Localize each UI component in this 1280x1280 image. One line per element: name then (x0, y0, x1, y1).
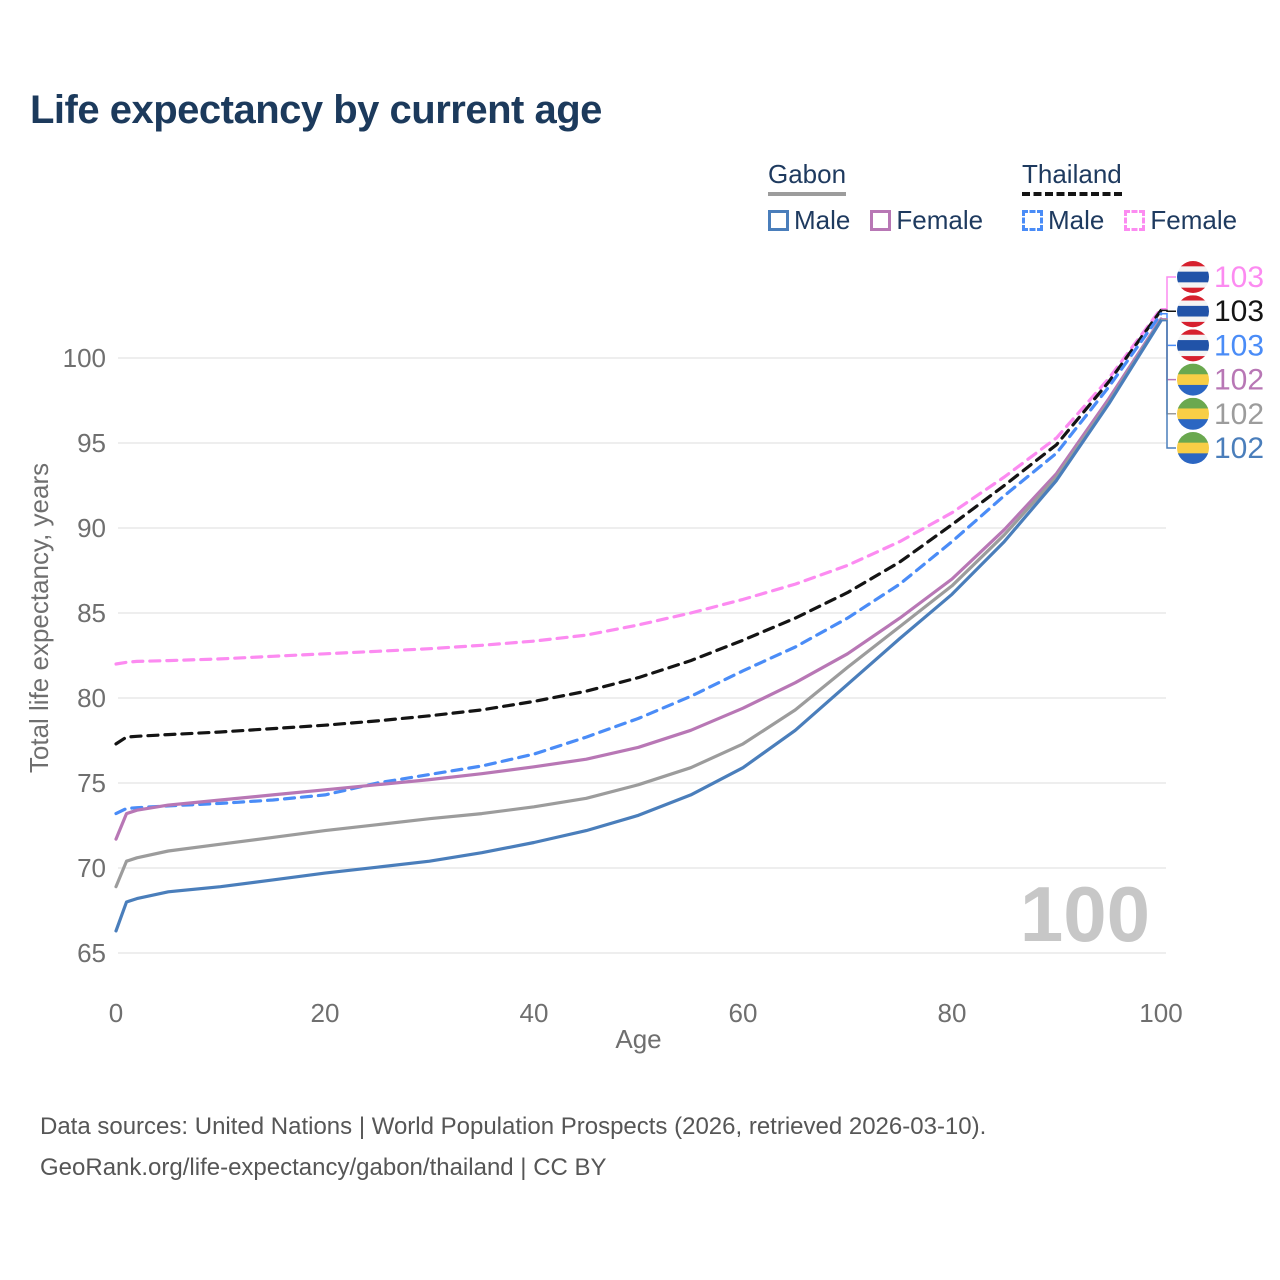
legend-label-thailand-female: Female (1150, 204, 1238, 235)
axis-title-y: Total life expectancy, years (24, 463, 54, 773)
page-title: Life expectancy by current age (30, 88, 602, 132)
legend-country-thailand: Thailand (1022, 160, 1122, 196)
y-tick-label-75: 75 (77, 768, 106, 798)
x-tick-label-0: 0 (109, 998, 123, 1028)
y-tick-label-80: 80 (77, 683, 106, 713)
flag-icon-thailand (1177, 329, 1209, 362)
y-tick-label-65: 65 (77, 938, 106, 968)
leader-line-gabon-female (1161, 318, 1176, 381)
leader-line-gabon (1161, 319, 1176, 415)
series-line-thailand-male (114, 312, 1163, 816)
footer-link: GeoRank.org/life-expectancy/gabon/thaila… (40, 1154, 607, 1181)
y-tick-label-85: 85 (77, 598, 106, 628)
series-line-thailand-female (114, 307, 1163, 666)
flag-icon-gabon (1177, 432, 1209, 464)
end-value-label-thailand-male: 103 (1214, 329, 1264, 362)
end-value-label-gabon: 102 (1214, 398, 1264, 431)
flag-icon-thailand (1177, 261, 1209, 293)
legend-item-thailand-female[interactable]: Female (1124, 205, 1237, 236)
flag-icon-gabon (1177, 363, 1209, 396)
x-tick-label-60: 60 (729, 998, 758, 1028)
series-line-gabon-female (114, 317, 1163, 841)
leader-line-thailand-female (1161, 276, 1176, 310)
chart-footer: Data sources: United Nations | World Pop… (40, 1106, 986, 1188)
legend-group-gabon: Gabon Male Female (768, 160, 983, 236)
legend-country-gabon: Gabon (768, 160, 847, 196)
legend-label-gabon-male: Male (794, 204, 851, 235)
x-tick-label-20: 20 (311, 998, 340, 1028)
legend-item-thailand-male[interactable]: Male (1022, 205, 1104, 236)
chart-legend: Gabon Male Female Thailand Male (0, 160, 1280, 240)
end-value-label-gabon-female: 102 (1214, 364, 1264, 397)
series-line-thailand (114, 308, 1163, 746)
legend-swatch-gabon-female (870, 209, 892, 231)
leader-line-thailand (1161, 309, 1176, 312)
axis-title-x: Age (615, 1024, 661, 1054)
series-line-gabon (114, 318, 1163, 889)
legend-item-gabon-female[interactable]: Female (870, 205, 983, 236)
legend-swatch-thailand-male (1022, 209, 1043, 231)
legend-swatch-thailand-female (1124, 209, 1146, 231)
legend-group-thailand: Thailand Male Female (1022, 160, 1237, 236)
legend-swatch-gabon-male (768, 209, 789, 231)
footer-sources: Data sources: United Nations | World Pop… (40, 1113, 987, 1140)
y-tick-label-100: 100 (63, 343, 106, 373)
x-tick-label-40: 40 (520, 998, 549, 1028)
legend-item-gabon-male[interactable]: Male (768, 205, 850, 236)
end-value-label-thailand-female: 103 (1214, 261, 1264, 294)
y-tick-label-90: 90 (77, 513, 106, 543)
legend-label-gabon-female: Female (896, 204, 984, 235)
legend-label-thailand-male: Male (1048, 204, 1105, 235)
flag-icon-gabon (1177, 397, 1209, 430)
end-value-label-thailand: 103 (1214, 295, 1264, 328)
x-tick-label-100: 100 (1139, 998, 1182, 1028)
x-tick-label-80: 80 (938, 998, 967, 1028)
current-age-watermark: 100 (1020, 870, 1150, 958)
end-value-label-gabon-male: 102 (1214, 432, 1264, 465)
flag-icon-thailand (1177, 295, 1209, 328)
series-line-gabon-male (114, 319, 1163, 933)
leader-line-gabon-male (1161, 319, 1176, 449)
y-tick-label-95: 95 (77, 428, 106, 458)
y-tick-label-70: 70 (77, 853, 106, 883)
